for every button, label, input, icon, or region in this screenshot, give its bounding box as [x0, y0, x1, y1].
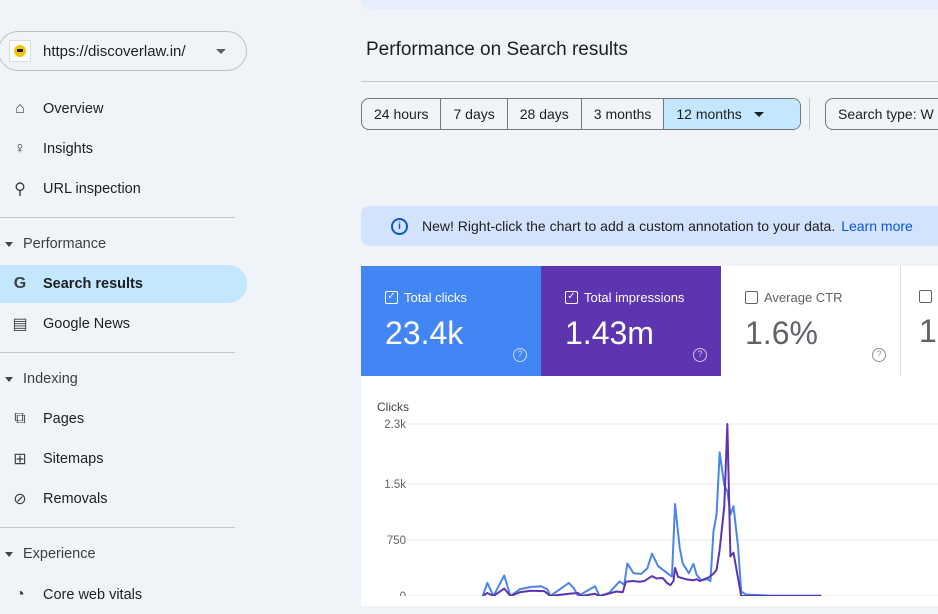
- sidebar-item-label: URL inspection: [43, 181, 141, 197]
- pages-icon: ⧉: [14, 410, 26, 427]
- sidebar-item-insights[interactable]: ♀ Insights: [0, 130, 247, 168]
- sidebar-item-label: Core web vitals: [43, 587, 143, 603]
- checkbox-unchecked-icon[interactable]: [745, 291, 758, 304]
- banner-text: New! Right-click the chart to add a cust…: [422, 218, 836, 234]
- sidebar-item-label: Sitemaps: [43, 451, 104, 467]
- section-label: Experience: [23, 546, 96, 562]
- help-icon[interactable]: ?: [513, 348, 527, 362]
- search-type-filter[interactable]: Search type: W: [825, 98, 938, 130]
- caret-down-icon: [5, 241, 13, 247]
- selected-range-label: 12 months: [676, 106, 742, 122]
- range-24-hours[interactable]: 24 hours: [362, 99, 442, 129]
- section-label: Indexing: [23, 371, 78, 387]
- metric-label: Total impressions: [584, 290, 685, 305]
- metric-label: Average CTR: [764, 290, 843, 305]
- learn-more-link[interactable]: Learn more: [841, 218, 913, 234]
- divider: [361, 81, 938, 82]
- annotation-banner: i New! Right-click the chart to add a cu…: [361, 206, 938, 246]
- page-title: Performance on Search results: [366, 39, 628, 60]
- metric-value: 1: [919, 313, 937, 349]
- range-12-months[interactable]: 12 months: [664, 99, 800, 129]
- caret-down-icon: [5, 376, 13, 382]
- checkbox-checked-icon[interactable]: ✓: [565, 291, 578, 304]
- metric-value: 1.6%: [745, 315, 818, 351]
- sidebar-item-label: Overview: [43, 101, 104, 117]
- range-28-days[interactable]: 28 days: [508, 99, 582, 129]
- chevron-down-icon: [216, 48, 226, 54]
- search-icon: ⚲: [14, 181, 26, 198]
- sidebar-item-label: Pages: [43, 411, 85, 427]
- home-icon: ⌂: [15, 100, 25, 117]
- chart-svg: Clicks 2.3k 1.5k 750 0: [377, 400, 938, 603]
- divider: [0, 527, 235, 528]
- sidebar-item-label: Insights: [43, 141, 93, 157]
- metric-card-average-ctr[interactable]: Average CTR 1.6% ?: [721, 266, 901, 376]
- section-label: Performance: [23, 236, 107, 252]
- metric-card-average-position[interactable]: 1: [901, 266, 938, 376]
- performance-chart[interactable]: Clicks 2.3k 1.5k 750 0: [361, 376, 938, 606]
- divider: [0, 217, 235, 218]
- caret-down-icon: [5, 551, 13, 557]
- sidebar-item-overview[interactable]: ⌂ Overview: [0, 90, 247, 128]
- metric-card-total-impressions[interactable]: ✓ Total impressions 1.43m ?: [541, 266, 721, 376]
- y-axis-label: Clicks: [377, 400, 409, 414]
- checkbox-unchecked-icon[interactable]: [919, 290, 932, 303]
- property-selector[interactable]: https://discoverlaw.in/: [0, 31, 247, 71]
- info-icon: i: [391, 217, 408, 235]
- sidebar: https://discoverlaw.in/ ⌂ Overview ♀ Insig…: [0, 0, 250, 603]
- lightbulb-icon: ♀: [14, 140, 26, 157]
- sidebar-item-label: Removals: [43, 491, 108, 507]
- range-7-days[interactable]: 7 days: [441, 99, 508, 129]
- sitemap-icon: ⊞: [13, 451, 27, 468]
- divider: [809, 98, 810, 130]
- date-range-selector: 24 hours 7 days 28 days 3 months 12 mont…: [361, 98, 801, 130]
- top-card: [361, 0, 938, 9]
- eye-off-icon: ⊘: [13, 491, 27, 508]
- google-g-icon: G: [13, 275, 27, 292]
- metric-value: 1.43m: [565, 315, 654, 351]
- metric-card-total-clicks[interactable]: ✓ Total clicks 23.4k ?: [361, 266, 541, 376]
- series-line-clicks: [481, 451, 822, 597]
- divider: [0, 352, 235, 353]
- sidebar-item-google-news[interactable]: ▤ Google News: [0, 305, 247, 343]
- y-tick-label: 1.5k: [384, 479, 406, 491]
- gauge-icon: ◔: [15, 586, 25, 603]
- help-icon[interactable]: ?: [693, 348, 707, 362]
- section-experience[interactable]: Experience: [5, 546, 96, 562]
- y-tick-label: 2.3k: [384, 419, 406, 431]
- section-performance[interactable]: Performance: [5, 236, 106, 252]
- help-icon[interactable]: ?: [872, 348, 886, 362]
- checkbox-checked-icon[interactable]: ✓: [385, 291, 398, 304]
- section-indexing[interactable]: Indexing: [5, 371, 78, 387]
- sidebar-item-core-web-vitals[interactable]: ◔ Core web vitals: [0, 576, 247, 614]
- news-icon: ▤: [12, 316, 28, 333]
- y-tick-label: 750: [387, 535, 406, 547]
- property-url: https://discoverlaw.in/: [43, 42, 186, 60]
- site-favicon-icon: [9, 40, 31, 62]
- range-3-months[interactable]: 3 months: [582, 99, 665, 129]
- sidebar-item-pages[interactable]: ⧉ Pages: [0, 400, 247, 438]
- chevron-down-icon: [753, 111, 764, 117]
- sidebar-item-sitemaps[interactable]: ⊞ Sitemaps: [0, 440, 247, 478]
- sidebar-item-search-results[interactable]: G Search results: [0, 265, 247, 303]
- sidebar-item-url-inspection[interactable]: ⚲ URL inspection: [0, 170, 247, 208]
- sidebar-item-removals[interactable]: ⊘ Removals: [0, 480, 247, 518]
- sidebar-item-label: Search results: [43, 276, 143, 292]
- metric-label: Total clicks: [404, 290, 467, 305]
- series-line-impressions: [482, 423, 822, 597]
- sidebar-item-label: Google News: [43, 316, 131, 332]
- metric-value: 23.4k: [385, 315, 464, 351]
- y-tick-label: 0: [400, 591, 406, 596]
